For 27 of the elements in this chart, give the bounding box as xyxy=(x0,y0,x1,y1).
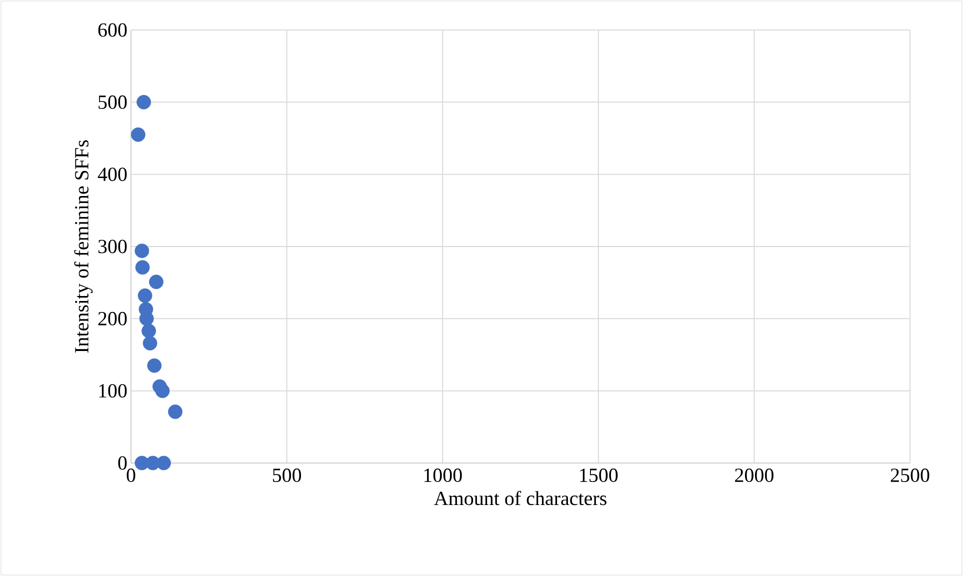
x-tick-label: 0 xyxy=(126,468,136,482)
point xyxy=(130,127,146,142)
point xyxy=(138,288,152,303)
point xyxy=(142,336,158,350)
x-tick-label: 500 xyxy=(272,468,302,482)
point xyxy=(155,384,170,398)
point xyxy=(156,456,171,470)
x-tick-label: 2500 xyxy=(890,468,930,482)
y-tick-label: 600 xyxy=(98,23,127,37)
point xyxy=(135,260,150,275)
y-tick-label: 400 xyxy=(98,168,127,182)
point xyxy=(147,358,162,373)
y-tick-label: 100 xyxy=(99,384,127,398)
y-tick-label: 300 xyxy=(98,240,127,254)
y-tick-label: 0 xyxy=(118,456,127,470)
point xyxy=(136,94,151,110)
x-tick-label: 2000 xyxy=(735,468,774,482)
point xyxy=(149,274,164,290)
point xyxy=(142,324,156,338)
y-axis-title: Intensity of feminine SFFs xyxy=(74,140,93,353)
point xyxy=(134,244,150,258)
point xyxy=(168,404,182,419)
x-axis-title: Amount of characters xyxy=(434,490,606,506)
y-tick-label: 500 xyxy=(98,95,127,109)
x-tick-label: 1000 xyxy=(424,468,462,482)
y-tick-label: 200 xyxy=(98,312,127,326)
x-tick-label: 1500 xyxy=(580,468,618,482)
